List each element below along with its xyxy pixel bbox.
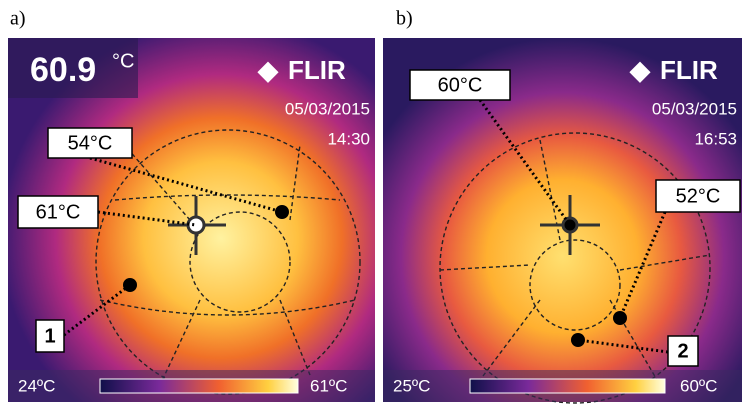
callout: 60°C [438, 74, 483, 96]
page: {"panels": [ {"label": "a)", "reading": … [0, 0, 742, 408]
color-scale [100, 379, 298, 393]
marker [123, 278, 137, 292]
callout: 2 [677, 340, 688, 362]
brand-icon: ◆ [257, 55, 279, 85]
scale-max: 61ºC [310, 376, 347, 395]
color-scale [470, 379, 665, 393]
marker [613, 311, 627, 325]
callout: 52°C [676, 185, 721, 207]
panel-label: b) [396, 8, 413, 30]
date: 05/03/2015 [652, 99, 737, 118]
scale-max: 60ºC [680, 376, 717, 395]
marker [275, 205, 289, 219]
brand-icon: ◆ [629, 55, 651, 85]
reading-unit: °C [112, 50, 134, 72]
body: a) b) 60.9 °C ◆ FLIR 05/03/2015 14:30 54… [0, 0, 742, 408]
scale-min: 25ºC [393, 376, 430, 395]
callout: 1 [44, 325, 55, 347]
reading: 60.9 [30, 51, 96, 89]
brand: FLIR [288, 55, 346, 85]
date: 05/03/2015 [285, 99, 370, 118]
marker [571, 333, 585, 347]
callout: 54°C [68, 132, 113, 154]
time: 14:30 [327, 129, 370, 148]
brand: FLIR [660, 55, 718, 85]
scale-min: 24ºC [18, 376, 55, 395]
callout: 61°C [36, 201, 81, 223]
panel-label: a) [10, 8, 26, 30]
figure: a) b) 60.9 °C ◆ FLIR 05/03/2015 14:30 54… [0, 0, 742, 408]
time: 16:53 [694, 129, 737, 148]
